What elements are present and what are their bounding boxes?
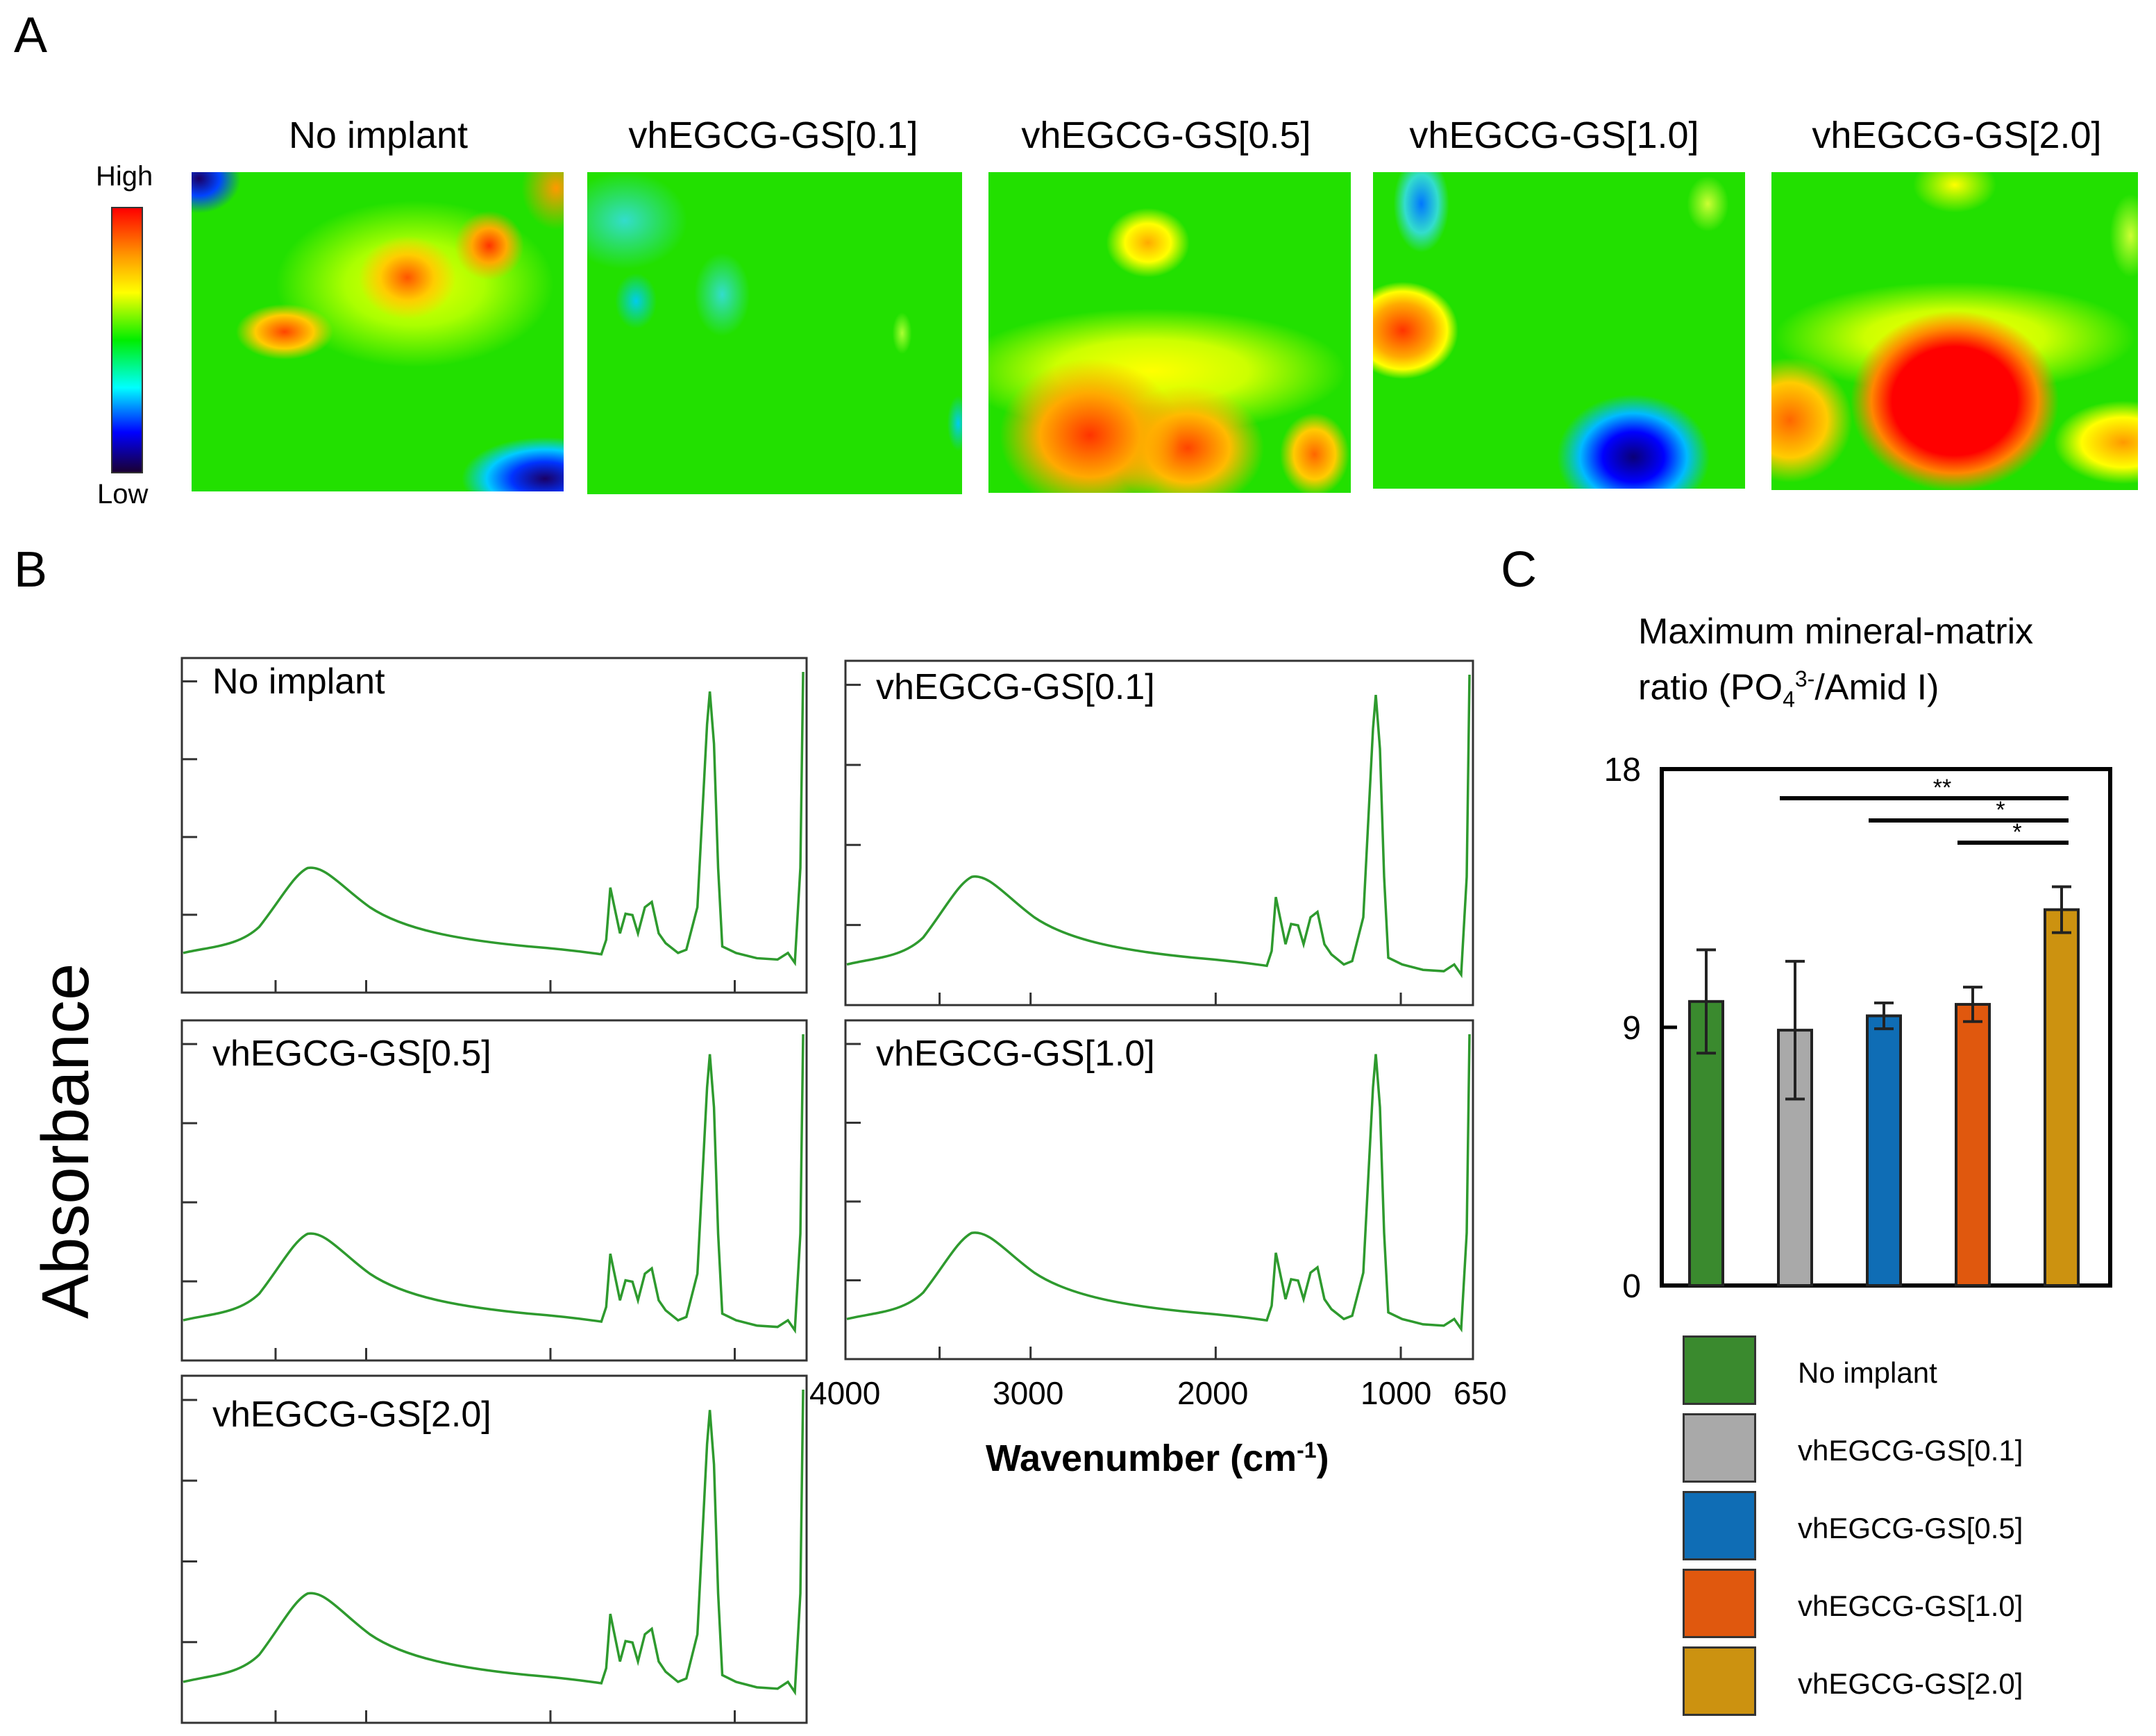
heatmap-0-5 [988,172,1351,493]
heatmap-2-0 [1771,172,2138,490]
spectrum-label-no-implant: No implant [212,661,385,702]
spectra-xlabel-tail: ) [1316,1438,1329,1479]
spectrum-label-0-5: vhEGCG-GS[0.5] [212,1034,491,1074]
spectrum-plot-0-1 [844,659,1474,1006]
chart-title-sub: 4 [1783,686,1795,712]
chart-title-pre: ratio (PO [1638,667,1783,708]
xtick-1000: 1000 [1361,1375,1432,1411]
panel-letter-b: B [14,542,48,598]
heatmap-0-1 [587,172,962,494]
legend-label-2-0: vhEGCG-GS[2.0] [1798,1667,2023,1700]
heatmap-1-0 [1373,172,1745,489]
legend-label-0-1: vhEGCG-GS[0.1] [1798,1434,2023,1467]
spectra-xlabel: Wavenumber (cm-1) [986,1437,1329,1480]
xtick-2000: 2000 [1177,1375,1249,1411]
bar-0 [1688,1000,1724,1288]
bar-4 [2044,908,2080,1287]
legend-swatch-0-5 [1683,1491,1756,1560]
spectrum-label-2-0: vhEGCG-GS[2.0] [212,1394,491,1435]
spectrum-plot-no-implant [180,657,808,994]
significance-label-1: * [1996,797,2005,823]
chart-title-line1: Maximum mineral-matrix [1638,612,2034,652]
spectrum-frame-2-0 [180,1374,808,1724]
xtick-3000: 3000 [993,1375,1064,1411]
panel-letter-c: C [1501,542,1537,598]
legend-label-1-0: vhEGCG-GS[1.0] [1798,1590,2023,1622]
legend-label-no-implant: No implant [1798,1356,1937,1389]
colorbar-high-label: High [96,161,153,192]
spectrum-frame-no-implant [180,657,808,994]
significance-label-0: ** [1933,775,1951,801]
colorbar-low-label: Low [97,479,149,509]
spectrum-label-0-1: vhEGCG-GS[0.1] [876,667,1155,707]
legend-swatch-no-implant [1683,1335,1756,1405]
spectrum-plot-2-0 [180,1374,808,1724]
significance-label-2: * [2012,819,2021,845]
legend-swatch-2-0 [1683,1646,1756,1716]
xtick-650: 650 [1454,1375,1507,1411]
spectrum-frame-1-0 [844,1019,1474,1360]
bar-ytick-label-18: 18 [1604,752,1641,789]
spectra-xlabel-sup: -1 [1297,1438,1317,1463]
spectrum-plot-1-0 [844,1019,1474,1360]
heatmap-title-2-0: vhEGCG-GS[2.0] [1812,115,2102,156]
heatmap-title-0-1: vhEGCG-GS[0.1] [628,115,918,156]
heatmap-title-1-0: vhEGCG-GS[1.0] [1409,115,1699,156]
panel-letter-a: A [14,8,48,63]
bar-ytick-label-9: 9 [1622,1010,1641,1047]
spectrum-label-1-0: vhEGCG-GS[1.0] [876,1034,1155,1074]
spectrum-frame-0-5 [180,1019,808,1362]
spectra-xlabel-text: Wavenumber (cm [986,1438,1297,1479]
spectrum-frame-0-1 [844,659,1474,1006]
legend-label-0-5: vhEGCG-GS[0.5] [1798,1512,2023,1544]
bar-2 [1866,1014,1902,1287]
legend-swatch-1-0 [1683,1569,1756,1638]
legend-swatch-0-1 [1683,1413,1756,1483]
spectrum-plot-0-5 [180,1019,808,1362]
chart-title-sup: 3- [1794,666,1815,691]
bar-ytick-label-0: 0 [1622,1268,1641,1305]
heatmap-no-implant [192,172,564,491]
chart-title-line2: ratio (PO43-/Amid I) [1638,666,1939,713]
heatmap-title-no-implant: No implant [288,115,469,156]
bar-3 [1955,1002,1991,1288]
colorbar [111,207,143,473]
chart-title-post: /Amid I) [1814,667,1939,708]
xtick-4000: 4000 [809,1375,881,1411]
heatmap-title-0-5: vhEGCG-GS[0.5] [1021,115,1311,156]
